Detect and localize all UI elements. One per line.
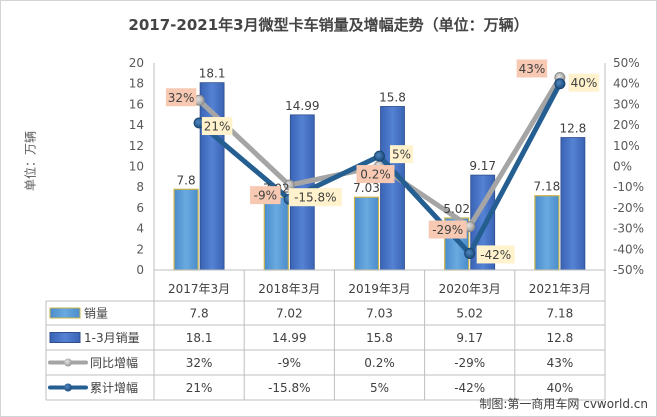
table-cell-value: 43% [547, 356, 574, 370]
table-cell-value: 9.17 [456, 331, 483, 345]
legend-label: 销量 [84, 307, 108, 321]
table-cell-value: 7.03 [366, 307, 393, 321]
y-tick-label: 0 [136, 263, 144, 277]
growth-label-box [165, 88, 197, 107]
table-cell-value: 7.02 [276, 307, 303, 321]
y-tick-label: 6 [136, 201, 144, 215]
y-tick-label: 20 [129, 56, 144, 70]
bar-data-label: 12.8 [560, 122, 587, 136]
table-cell-value: 7.8 [190, 307, 209, 321]
y-tick-label: 10 [129, 160, 144, 174]
growth-data-label: 21% [204, 120, 231, 134]
x-tick-label: 2017年3月 [168, 282, 230, 296]
table-cell-value: 7.18 [547, 307, 574, 321]
growth-data-label: -42% [480, 248, 511, 262]
bar-data-label: 15.8 [379, 90, 406, 104]
y-tick-label: 4 [136, 222, 144, 236]
growth-label-box [250, 186, 281, 205]
growth-data-label: 43% [519, 62, 546, 76]
legend-key-marker [64, 383, 72, 392]
bar-sales [353, 196, 380, 271]
legend-label: 1-3月销量 [84, 331, 140, 345]
table-cell-value: 15.8 [366, 331, 393, 345]
y-tick-label: 2 [136, 242, 144, 256]
table-cell-value: 21% [186, 381, 213, 395]
growth-label-box [428, 220, 467, 239]
bar-data-label: 18.1 [199, 67, 226, 81]
table-cell-value: 18.1 [186, 331, 213, 345]
bar-ytd-sales [560, 137, 586, 271]
legend-key-marker [64, 358, 72, 367]
marker-cumulative [374, 150, 385, 162]
x-tick-label: 2020年3月 [439, 282, 501, 296]
legend-label: 同比增幅 [90, 355, 138, 370]
growth-label-box [568, 73, 600, 92]
bar-data-label: 7.03 [353, 181, 380, 195]
bar-sales [173, 188, 199, 271]
bar-data-label: 7.18 [534, 180, 561, 194]
table-cell-value: -9% [278, 356, 301, 370]
y2-tick-label: 10% [613, 139, 640, 153]
marker-cumulative [554, 78, 566, 90]
y-tick-label: 12 [129, 139, 144, 153]
table-cell-value: 40% [547, 381, 574, 395]
y2-tick-label: -10% [613, 180, 644, 194]
growth-data-label: 0.2% [360, 168, 391, 182]
bar-sales [263, 196, 289, 271]
y2-tick-label: -50% [613, 263, 644, 277]
x-tick-label: 2019年3月 [348, 282, 410, 296]
y2-tick-label: 0% [613, 160, 632, 174]
growth-label-box [390, 145, 413, 164]
y2-tick-label: 30% [613, 97, 640, 111]
bar-data-label: 9.17 [469, 159, 496, 173]
growth-label-box [201, 117, 233, 136]
y-tick-label: 14 [129, 118, 144, 132]
watermark-credit: 制图:第一商用车网 cvworld.cn [479, 397, 648, 411]
y-tick-label: 16 [129, 97, 144, 111]
growth-data-label: -9% [254, 189, 277, 203]
growth-data-label: 5% [392, 148, 411, 162]
table-cell-value: 14.99 [272, 331, 306, 345]
y2-tick-label: -40% [613, 242, 644, 256]
growth-data-label: 32% [168, 91, 195, 105]
growth-data-label: -15.8% [294, 191, 336, 205]
y2-tick-label: 50% [613, 56, 640, 70]
table-cell-value: -15.8% [268, 381, 310, 395]
x-tick-label: 2021年3月 [529, 282, 591, 296]
y2-tick-label: 40% [613, 77, 640, 91]
bar-data-label: 14.99 [285, 99, 319, 113]
growth-data-label: 40% [571, 76, 598, 90]
bar-ytd-sales [380, 106, 405, 271]
y2-tick-label: 20% [613, 118, 640, 132]
legend-key-bar [49, 307, 81, 319]
table-cell-value: 32% [186, 356, 213, 370]
growth-label-box [288, 188, 342, 207]
y2-tick-label: -30% [613, 222, 644, 236]
table-cell-value: -29% [454, 356, 485, 370]
table-cell-value: 5.02 [456, 307, 483, 321]
table-cell-value: -42% [454, 381, 485, 395]
growth-label-box [356, 165, 395, 184]
chart-title: 2017-2021年3月微型卡车销量及增幅走势（单位：万辆） [128, 16, 529, 34]
legend-key-bar [49, 332, 81, 343]
bar-data-label: 5.02 [443, 202, 470, 216]
y-tick-label: 8 [136, 180, 144, 194]
growth-label-box [476, 245, 515, 264]
marker-cumulative [464, 247, 476, 259]
growth-label-box [516, 59, 548, 78]
legend-label: 累计增幅 [90, 380, 138, 395]
y2-tick-label: -20% [613, 201, 644, 215]
y-tick-label: 18 [129, 77, 144, 91]
x-tick-label: 2018年3月 [258, 282, 320, 296]
growth-data-label: -29% [432, 223, 463, 237]
table-cell-value: 12.8 [547, 331, 574, 345]
bar-sales [534, 195, 560, 271]
table-cell-value: 5% [370, 381, 389, 395]
table-cell-value: 0.2% [364, 356, 395, 370]
bar-data-label: 7.8 [177, 173, 196, 187]
